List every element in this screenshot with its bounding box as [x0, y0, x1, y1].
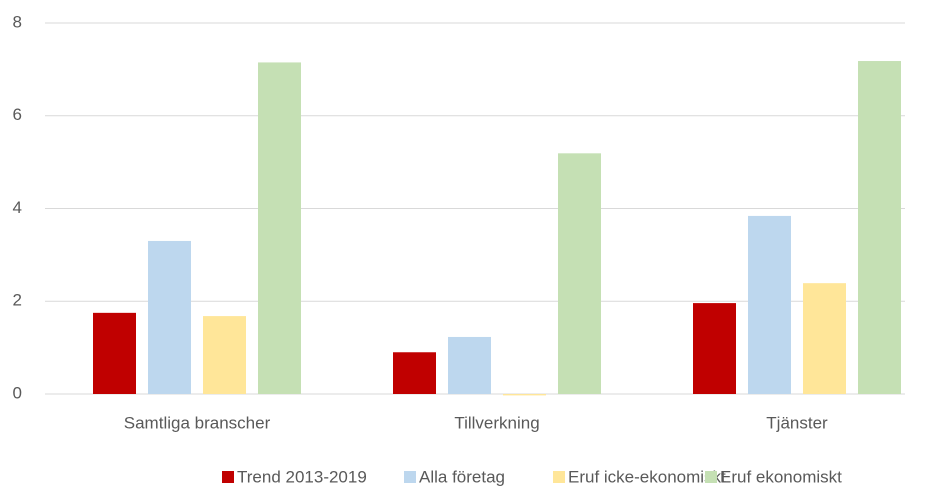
legend-swatch — [404, 471, 416, 483]
bar — [558, 153, 601, 394]
y-tick-label: 6 — [13, 105, 22, 124]
x-tick-label: Tillverkning — [454, 413, 539, 432]
x-tick-label: Tjänster — [766, 413, 828, 432]
legend-swatch — [222, 471, 234, 483]
legend-label: Trend 2013-2019 — [237, 467, 367, 486]
bar — [93, 312, 136, 394]
y-tick-label: 8 — [13, 12, 22, 31]
legend-label: Alla företag — [419, 467, 505, 486]
bar — [203, 316, 246, 394]
bar — [503, 394, 546, 396]
y-tick-label: 0 — [13, 383, 22, 402]
bar — [803, 283, 846, 394]
bar — [858, 61, 901, 395]
bar — [693, 303, 736, 394]
bar — [258, 62, 301, 394]
bar — [393, 352, 436, 394]
legend-label: Eruf ekonomiskt — [720, 467, 842, 486]
bar — [148, 240, 191, 394]
y-tick-label: 4 — [13, 198, 22, 217]
y-tick-label: 2 — [13, 291, 22, 310]
legend-swatch — [705, 471, 717, 483]
bar — [748, 215, 791, 394]
legend-swatch — [553, 471, 565, 483]
bar — [448, 336, 491, 394]
x-tick-label: Samtliga branscher — [124, 413, 271, 432]
legend-label: Eruf icke-ekonomiskt — [568, 467, 726, 486]
